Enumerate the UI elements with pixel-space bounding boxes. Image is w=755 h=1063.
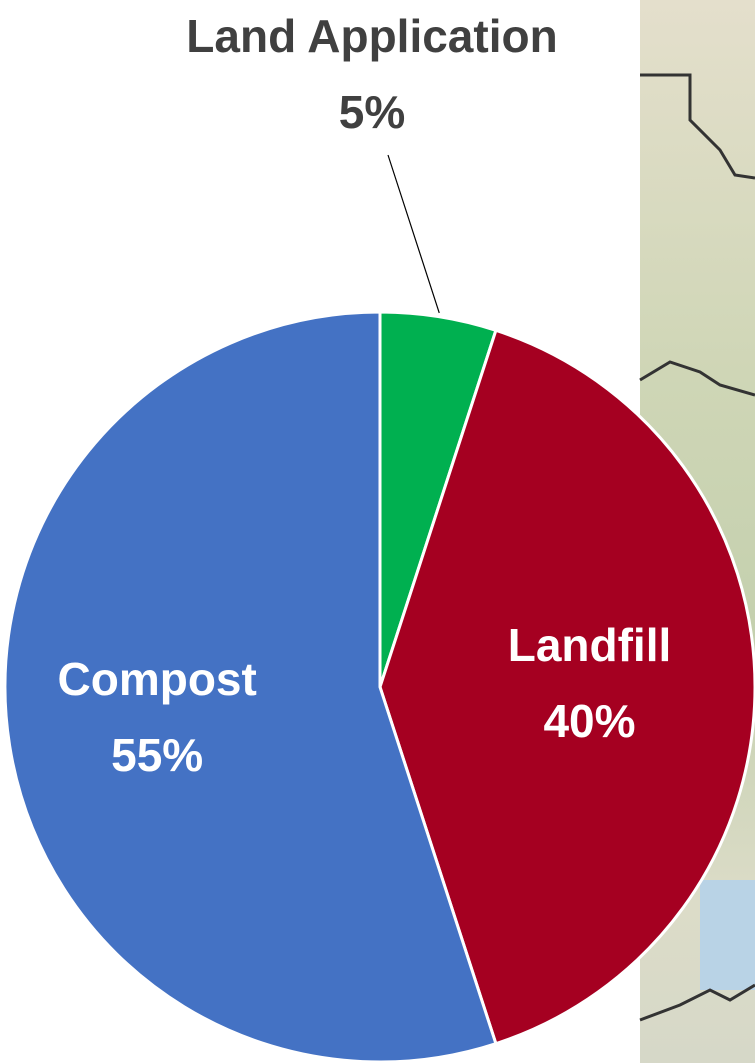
value-label: 5% [339,86,405,138]
category-label: Compost [58,653,257,705]
leader-line [388,155,439,313]
value-label: 55% [111,729,203,781]
page: {"chart_data": {"type": "pie", "categori… [0,0,755,1063]
category-label: Landfill [508,619,672,671]
category-label: Land Application [186,10,557,62]
value-label: 40% [543,695,635,747]
chart: Land Application 5% Landfill 40% Compost 55% [0,0,755,1063]
